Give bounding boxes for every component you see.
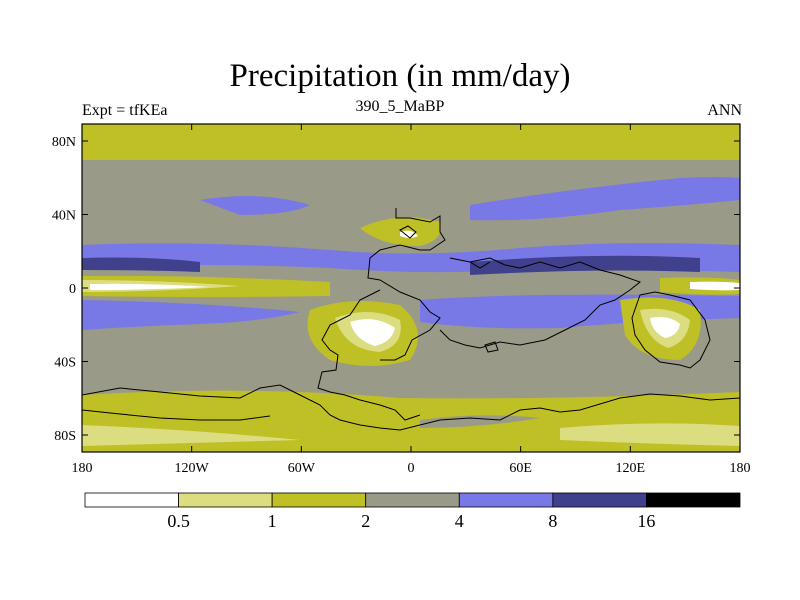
field-antarctic-drier-east (560, 423, 740, 446)
y-tick-label: 40S (54, 356, 76, 371)
x-tick-label: 120E (616, 461, 646, 476)
field-antarctic-drier-west (82, 425, 300, 446)
colorbar-swatch (84, 492, 179, 508)
field-equator-driest-east (690, 281, 740, 291)
experiment-label: Expt = tfKEa (82, 102, 168, 119)
x-tick-label: 180 (730, 461, 751, 476)
x-tick-label: 120W (175, 461, 210, 476)
field-asia-wet (470, 177, 740, 221)
x-tick-label: 0 (408, 461, 415, 476)
field-itcz-core-west (82, 257, 200, 272)
y-tick-label: 0 (69, 282, 76, 297)
colorbar-label: 4 (455, 511, 464, 531)
field-antarctic-gray (420, 415, 540, 428)
colorbar-swatch (552, 492, 647, 508)
field-australia-driest (650, 316, 680, 338)
field-north-africa-driest (400, 230, 418, 238)
season-label: ANN (707, 102, 742, 119)
x-tick-label: 60E (509, 461, 532, 476)
field-itcz-south (82, 300, 300, 330)
period-label: 390_5_MaBP (355, 98, 445, 115)
colorbar-swatch (646, 492, 741, 508)
y-tick-label: 80N (52, 135, 76, 150)
y-tick-label: 80S (54, 429, 76, 444)
field-equator-driest (90, 283, 210, 290)
coastline-antarctica (82, 384, 740, 431)
coastline-madagascar (484, 341, 499, 353)
colorbar-label: 1 (268, 511, 277, 531)
coastline-arabia (469, 261, 491, 269)
colorbar-label: 16 (637, 511, 655, 531)
x-tick-label: 60W (288, 461, 316, 476)
axes: 80N 40N 0 40S 80S 180 120W 60W 0 60E 120E 180 (52, 124, 751, 476)
colorbar-label: 0.5 (167, 511, 190, 531)
colorbar: 0.5 1 2 4 8 16 (84, 492, 741, 531)
field-pacific-wet (200, 196, 310, 215)
colorbar-swatch (178, 492, 273, 508)
chart-title: Precipitation (in mm/day) (229, 58, 571, 94)
colorbar-swatch (458, 492, 554, 508)
field-itcz-core-east (470, 255, 700, 275)
colorbar-swatch (271, 492, 367, 508)
coastline-australia (631, 291, 711, 369)
map-fields (82, 124, 740, 452)
coastline-eurasia-africa (439, 257, 642, 349)
coastline-south-america (317, 289, 421, 421)
colorbar-swatch (365, 492, 460, 508)
colorbar-label: 8 (548, 511, 557, 531)
x-tick-label: 180 (72, 461, 93, 476)
y-tick-label: 40N (52, 209, 76, 224)
field-south-america-driest (350, 319, 395, 346)
coastline-atlantic-west (367, 208, 446, 361)
coastlines (82, 208, 740, 431)
coastline-small-island (399, 225, 417, 239)
colorbar-label: 2 (361, 511, 370, 531)
field-north-africa-dry (360, 217, 441, 246)
coastline-antarctica-shelf (82, 409, 271, 421)
